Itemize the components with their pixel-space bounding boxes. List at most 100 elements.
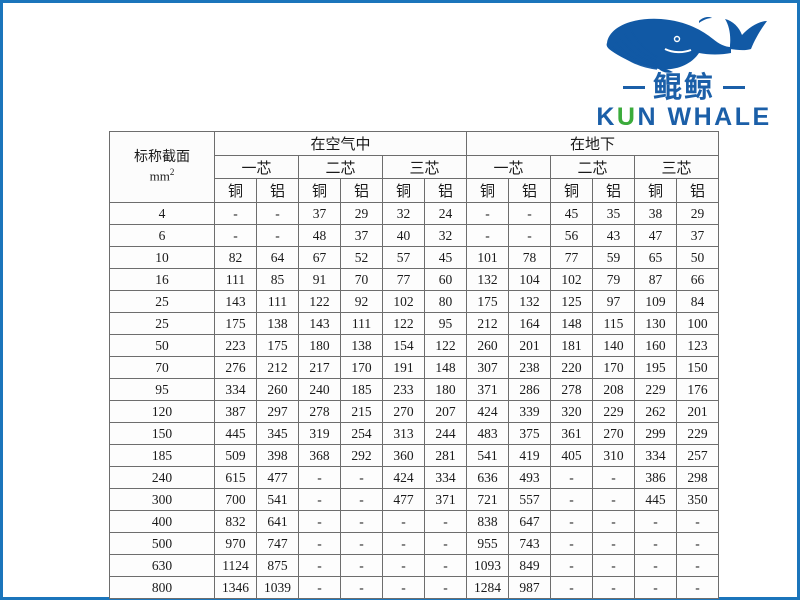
cell-ampacity: 875 (256, 554, 299, 577)
cell-ampacity: - (298, 554, 341, 577)
cell-ampacity: - (340, 510, 383, 533)
cell-ampacity: 636 (466, 466, 509, 489)
cell-ampacity: 191 (382, 356, 425, 379)
cell-ampacity: 647 (508, 510, 551, 533)
core-header-ground-3: 三芯 (634, 155, 719, 179)
cell-ampacity: 201 (676, 400, 719, 423)
cell-ampacity: 445 (214, 422, 257, 445)
material-header: 铜 (214, 178, 257, 203)
cell-nominal-section: 95 (109, 378, 215, 401)
cell-ampacity: 92 (340, 290, 383, 313)
cell-ampacity: 79 (592, 268, 635, 291)
cell-ampacity: 375 (508, 422, 551, 445)
cell-ampacity: 477 (382, 488, 425, 511)
cell-ampacity: 195 (634, 356, 677, 379)
cell-ampacity: 1284 (466, 576, 509, 599)
cell-ampacity: - (592, 466, 635, 489)
cell-ampacity: 361 (550, 422, 593, 445)
cell-ampacity: 70 (340, 268, 383, 291)
cell-ampacity: - (256, 202, 299, 225)
core-header-ground-2: 二芯 (550, 155, 635, 179)
cell-ampacity: 122 (298, 290, 341, 313)
table-row: 150 445 345 319 254 313 244 483 375 361 270 299 229 (109, 422, 719, 445)
cell-ampacity: 240 (298, 378, 341, 401)
cell-ampacity: - (256, 224, 299, 247)
cell-ampacity: 82 (214, 246, 257, 269)
table-row: 120 387 297 278 215 270 207 424 339 320 229 262 201 (109, 400, 719, 423)
cell-ampacity: 541 (256, 488, 299, 511)
cell-ampacity: - (382, 554, 425, 577)
cell-ampacity: 278 (298, 400, 341, 423)
cell-ampacity: 56 (550, 224, 593, 247)
cell-ampacity: 955 (466, 532, 509, 555)
core-header-ground-1: 一芯 (466, 155, 551, 179)
cell-ampacity: 212 (466, 312, 509, 335)
cell-ampacity: 270 (592, 422, 635, 445)
cell-ampacity: 281 (424, 444, 467, 467)
cell-ampacity: 371 (424, 488, 467, 511)
cell-ampacity: 45 (424, 246, 467, 269)
cell-ampacity: 37 (676, 224, 719, 247)
cell-nominal-section: 500 (109, 532, 215, 555)
cell-ampacity: 238 (508, 356, 551, 379)
cell-ampacity: - (676, 554, 719, 577)
material-header: 铝 (676, 178, 719, 203)
cell-ampacity: 175 (256, 334, 299, 357)
table-body: 4- -37 29 32 24- -45 35 38 29 6- -48 37 40 32- -56 43 47… (109, 202, 719, 599)
cell-ampacity: 64 (256, 246, 299, 269)
cell-ampacity: 143 (214, 290, 257, 313)
cell-ampacity: 297 (256, 400, 299, 423)
cell-ampacity: - (634, 554, 677, 577)
cell-ampacity: 100 (676, 312, 719, 335)
cell-ampacity: 37 (340, 224, 383, 247)
core-header-air-1: 一芯 (214, 155, 299, 179)
cell-ampacity: 180 (298, 334, 341, 357)
cell-ampacity: 838 (466, 510, 509, 533)
cell-nominal-section: 25 (109, 290, 215, 313)
cell-ampacity: 148 (424, 356, 467, 379)
material-header: 铝 (256, 178, 299, 203)
row-header-cell: 标称截面 mm2 (109, 131, 215, 203)
cell-ampacity: 244 (424, 422, 467, 445)
cell-ampacity: - (298, 466, 341, 489)
cell-ampacity: 1039 (256, 576, 299, 599)
cell-ampacity: 95 (424, 312, 467, 335)
cell-ampacity: 260 (256, 378, 299, 401)
cell-ampacity: 48 (298, 224, 341, 247)
table-row: 240 615 477- -424 334 636 493- -386 298 (109, 466, 719, 489)
cell-ampacity: - (676, 532, 719, 555)
cell-ampacity: 78 (508, 246, 551, 269)
cell-ampacity: 310 (592, 444, 635, 467)
cell-ampacity: 160 (634, 334, 677, 357)
cell-ampacity: 185 (340, 378, 383, 401)
cell-ampacity: 419 (508, 444, 551, 467)
cell-ampacity: - (424, 532, 467, 555)
cell-ampacity: 132 (466, 268, 509, 291)
cell-ampacity: - (214, 202, 257, 225)
table-row: 185 509 398 368 292 360 281 541 419 405 310 334 257 (109, 444, 719, 467)
cell-ampacity: 257 (676, 444, 719, 467)
cell-ampacity: 424 (382, 466, 425, 489)
table-row: 70 276 212 217 170 191 148 307 238 220 170 195 150 (109, 356, 719, 379)
cell-ampacity: 201 (508, 334, 551, 357)
cell-ampacity: 175 (466, 290, 509, 313)
cell-ampacity: 138 (340, 334, 383, 357)
cell-ampacity: - (592, 576, 635, 599)
cell-ampacity: 97 (592, 290, 635, 313)
row-header-label: 标称截面 (134, 150, 190, 166)
cell-ampacity: 122 (382, 312, 425, 335)
cell-ampacity: 176 (676, 378, 719, 401)
cell-ampacity: 229 (634, 378, 677, 401)
cell-ampacity: - (214, 224, 257, 247)
cell-ampacity: 483 (466, 422, 509, 445)
cell-ampacity: 700 (214, 488, 257, 511)
cell-ampacity: 743 (508, 532, 551, 555)
cell-ampacity: 262 (634, 400, 677, 423)
cell-ampacity: 115 (592, 312, 635, 335)
cell-ampacity: 970 (214, 532, 257, 555)
table-row: 500 970 747- - - -955 743- - - - (109, 532, 719, 555)
cell-nominal-section: 25 (109, 312, 215, 335)
cell-ampacity: - (592, 510, 635, 533)
cell-ampacity: 77 (382, 268, 425, 291)
cell-ampacity: 104 (508, 268, 551, 291)
